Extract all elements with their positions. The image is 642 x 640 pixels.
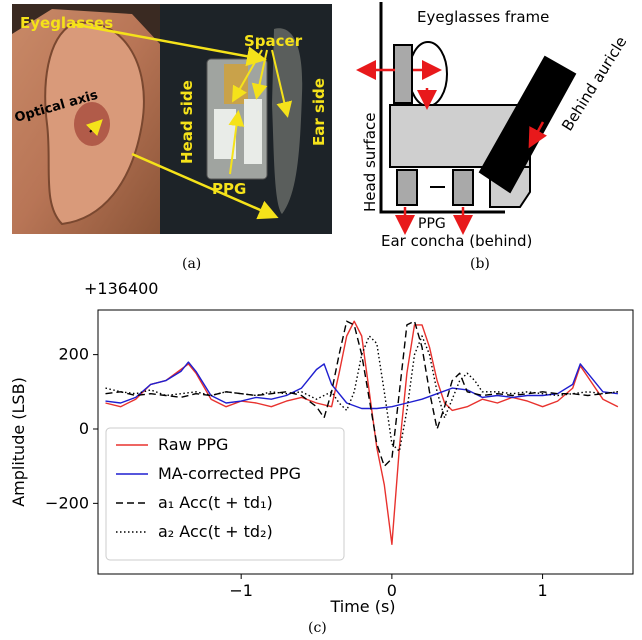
series-line-1 [105, 361, 618, 410]
label-ppg-b: PPG [418, 216, 446, 232]
eyeglasses-arrow-1 [71, 22, 267, 67]
lower-spacer-left [396, 169, 418, 206]
panel-a-photo: Eyeglasses Optical axis Spacer Head side… [12, 4, 332, 234]
label-eyeglasses-frame: Eyeglasses frame [417, 8, 549, 26]
spacer-arrow-1 [232, 49, 263, 103]
legend-label-2: a₁ Acc(t + td₁) [158, 493, 273, 512]
panel-b-schematic: Eyeglasses frame Head surface Behind aur… [356, 2, 630, 250]
behind-auricle-bar [478, 55, 577, 194]
legend-label-0: Raw PPG [158, 435, 228, 454]
x-axis: −1 0 1 [229, 574, 548, 600]
ear-canal [74, 102, 110, 146]
caption-b: (b) [470, 256, 490, 272]
label-head-surface: Head surface [361, 113, 379, 212]
legend-label-3: a₂ Acc(t + td₂) [158, 522, 273, 541]
x-tick-label-0: −1 [229, 581, 253, 600]
legend: Raw PPG MA-corrected PPG a₁ Acc(t + td₁) a₂… [105, 427, 345, 561]
y-axis: −200 0 200 [45, 345, 98, 512]
x-axis-label: Time (s) [329, 597, 395, 616]
label-spacer: Spacer [244, 32, 303, 50]
device-chip [224, 64, 248, 104]
label-ppg: PPG [212, 180, 246, 198]
legend-label-1: MA-corrected PPG [158, 464, 301, 483]
y-axis-label: Amplitude (LSB) [9, 377, 28, 507]
plot-frame [97, 309, 634, 575]
series-line-0 [105, 320, 619, 545]
x-tick-label-1: 0 [387, 581, 397, 600]
legend-box [105, 427, 345, 561]
label-eyeglasses: Eyeglasses [20, 14, 113, 32]
panel-c-chart: +136400 −200 0 200 −1 0 1 Raw PPG MA-correcte… [9, 279, 634, 616]
hair [12, 4, 160, 44]
offset-label: +136400 [84, 279, 158, 298]
spacer-arrow-2 [251, 49, 268, 100]
y-tick-label-2: 200 [58, 345, 89, 364]
label-head-side: Head side [178, 80, 196, 164]
y-tick-label-0: −200 [45, 493, 89, 512]
lower-spacer-right [452, 169, 474, 206]
ear-side-housing [272, 28, 303, 214]
plot-area: −200 0 200 −1 0 1 Raw PPG MA-corrected PPG a₁ … [45, 309, 634, 600]
spacer-block-1 [244, 99, 262, 164]
series-group [105, 320, 619, 545]
eyeglasses-arrow-2 [131, 152, 279, 220]
caption-c: (c) [308, 620, 327, 636]
ppg-arrow [228, 110, 245, 175]
caption-a: (a) [182, 256, 202, 272]
x-tick-label-2: 1 [537, 581, 547, 600]
upper-spacer [393, 44, 413, 104]
optical-axis-arrow [85, 119, 103, 137]
spacer-arrow-3 [271, 49, 293, 118]
y-tick-label-1: 0 [79, 419, 89, 438]
label-ear-side: Ear side [310, 78, 328, 146]
force-arrow-auricle [528, 121, 547, 149]
series-line-3 [105, 335, 618, 453]
label-ear-concha: Ear concha (behind) [381, 232, 532, 250]
